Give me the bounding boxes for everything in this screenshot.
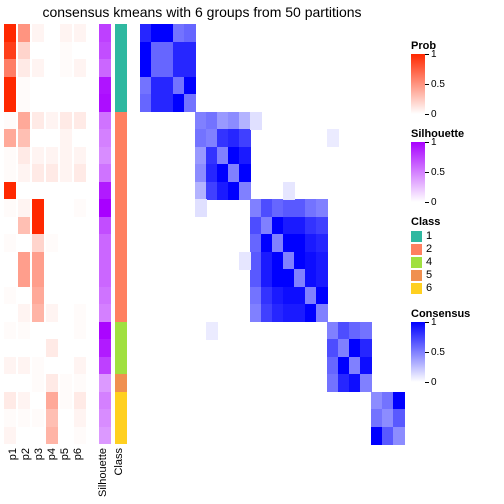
legend-silhouette-title: Silhouette xyxy=(411,128,501,140)
xlabel-silhouette: Silhouette xyxy=(97,448,109,497)
legend-class-item-4: 4 xyxy=(411,256,501,268)
legend-consensus: Consensus 10.50 xyxy=(411,308,501,382)
legend-class: Class 12456 xyxy=(411,216,501,294)
legend-class-title: Class xyxy=(411,216,501,228)
xlabel-p5: p5 xyxy=(59,448,71,460)
legend-silhouette-gradient xyxy=(411,142,425,202)
legend-prob: Prob 10.50 xyxy=(411,40,501,114)
legend-class-item-6: 6 xyxy=(411,282,501,294)
legend-consensus-gradient xyxy=(411,322,425,382)
prob-column-p1 xyxy=(4,24,16,444)
legend-silhouette: Silhouette 10.50 xyxy=(411,128,501,202)
xlabel-p4: p4 xyxy=(46,448,58,460)
xlabel-p3: p3 xyxy=(33,448,45,460)
prob-column-p5 xyxy=(60,24,72,444)
legend-class-item-1: 1 xyxy=(411,230,501,242)
prob-column-p2 xyxy=(18,24,30,444)
legend-consensus-title: Consensus xyxy=(411,308,501,320)
prob-column-p3 xyxy=(32,24,44,444)
legend-class-item-5: 5 xyxy=(411,269,501,281)
class-column xyxy=(115,24,127,444)
xlabel-class: Class xyxy=(113,448,125,476)
legend-prob-title: Prob xyxy=(411,40,501,52)
xlabel-p6: p6 xyxy=(72,448,84,460)
prob-column-p4 xyxy=(46,24,58,444)
legend-panel: Prob 10.50 Silhouette 10.50 Class 12456 … xyxy=(411,40,501,396)
chart-title: consensus kmeans with 6 groups from 50 p… xyxy=(0,4,404,20)
silhouette-column xyxy=(99,24,111,444)
x-axis-labels: p1p2p3p4p5p6 Silhouette Class xyxy=(4,446,404,502)
main-plot-area xyxy=(4,24,404,444)
xlabel-p2: p2 xyxy=(20,448,32,460)
legend-class-item-2: 2 xyxy=(411,243,501,255)
legend-prob-gradient xyxy=(411,54,425,114)
prob-column-p6 xyxy=(74,24,86,444)
consensus-heatmap xyxy=(140,24,404,444)
xlabel-p1: p1 xyxy=(7,448,19,460)
